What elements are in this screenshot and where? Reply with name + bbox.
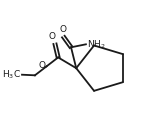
Text: NH$_2$: NH$_2$ — [87, 38, 106, 51]
Text: O: O — [38, 61, 45, 70]
Text: O: O — [49, 32, 56, 41]
Text: H$_3$C: H$_3$C — [2, 68, 21, 81]
Text: O: O — [59, 25, 66, 34]
